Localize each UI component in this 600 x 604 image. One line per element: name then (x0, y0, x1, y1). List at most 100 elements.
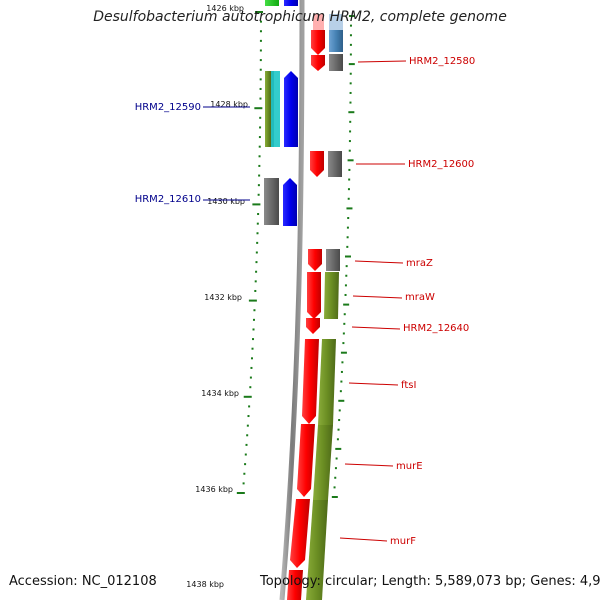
gene-reverse-arrow[interactable] (310, 151, 324, 177)
gene-label-right[interactable]: HRM2_12640 (403, 323, 469, 334)
ruler-minor-tick (334, 467, 337, 470)
gene-reverse-arrow[interactable] (308, 249, 322, 271)
scale-ticks (236, 11, 263, 494)
gene-cog-segment[interactable] (324, 272, 339, 319)
gene-reverse-arrow[interactable] (302, 339, 319, 424)
gene-cog-segment[interactable] (313, 425, 333, 500)
gene-reverse-arrow[interactable] (307, 272, 321, 319)
gene-cog-segment[interactable] (306, 500, 328, 600)
minor-tick (252, 328, 255, 331)
gene-reverse-faded[interactable] (313, 14, 324, 32)
ruler-minor-tick (334, 476, 337, 479)
gene-label-right[interactable]: HRM2_12580 (409, 56, 475, 67)
gene-reverse-arrow[interactable] (306, 318, 320, 334)
gene-label-left[interactable]: HRM2_12610 (135, 194, 201, 205)
gene-label-right[interactable]: ftsI (401, 380, 416, 391)
left-gene-labels: HRM2_12590 HRM2_12610 (135, 102, 250, 205)
gene-forward[interactable] (284, 0, 298, 6)
ruler-minor-tick (347, 217, 350, 220)
gene-cog-segment[interactable] (326, 249, 340, 271)
gene-reverse-arrow[interactable] (287, 570, 303, 600)
gene-label-right[interactable]: murE (396, 461, 423, 472)
ruler-minor-tick (336, 438, 339, 441)
gene-cog-segment[interactable] (274, 71, 280, 147)
gene-cog-segment[interactable] (265, 71, 271, 147)
scale-label: 1436 kbp (195, 485, 233, 494)
ruler-minor-tick (349, 130, 352, 133)
ruler-major-tick (348, 63, 355, 66)
minor-tick (250, 366, 253, 369)
ruler-major-tick (348, 111, 355, 114)
minor-tick (259, 20, 262, 23)
topology-text: Topology: circular; Length: 5,589,073 bp… (260, 574, 600, 589)
gene-forward-arrow[interactable] (283, 178, 297, 226)
minor-tick (255, 261, 258, 264)
gene-reverse-arrow[interactable] (290, 499, 310, 568)
label-leader-line (348, 382, 399, 386)
minor-tick (259, 39, 262, 42)
minor-tick (244, 463, 247, 466)
gene-label-right[interactable]: HRM2_12600 (408, 159, 474, 170)
major-tick (254, 11, 263, 13)
gene-forward-arrow[interactable] (284, 71, 298, 147)
right-ruler-ticks (331, 15, 355, 498)
minor-tick (256, 241, 259, 244)
gene-reverse-arrow[interactable] (311, 55, 325, 71)
ruler-minor-tick (343, 313, 346, 316)
gene-cog-segment[interactable] (328, 151, 342, 177)
gene-cog-segment[interactable] (265, 0, 279, 6)
left-gene-tracks (264, 0, 298, 226)
ruler-major-tick (340, 351, 347, 354)
ruler-minor-tick (343, 322, 346, 325)
ruler-minor-tick (346, 226, 349, 229)
minor-tick (243, 472, 246, 475)
label-leader-line (351, 326, 401, 330)
major-tick (243, 395, 252, 398)
gene-cog-segment[interactable] (264, 178, 279, 225)
minor-tick (245, 443, 248, 446)
gene-label-left[interactable]: HRM2_12590 (135, 102, 201, 113)
ruler-minor-tick (338, 409, 341, 412)
scale-label: 1426 kbp (206, 4, 244, 13)
gene-cog-segment[interactable] (329, 30, 343, 52)
minor-tick (254, 280, 257, 283)
ruler-minor-tick (338, 419, 341, 422)
ruler-minor-tick (349, 53, 352, 56)
gene-label-right[interactable]: murF (390, 536, 416, 547)
gene-reverse-arrow[interactable] (297, 424, 315, 497)
ruler-minor-tick (340, 380, 343, 383)
minor-tick (254, 289, 257, 292)
gene-cog-segment[interactable] (271, 71, 274, 147)
ruler-minor-tick (348, 168, 351, 171)
major-tick (252, 203, 261, 206)
ruler-major-tick (331, 496, 338, 498)
major-tick (236, 492, 245, 494)
ruler-minor-tick (344, 293, 347, 296)
genome-backbone (279, 0, 305, 601)
scale-label: 1432 kbp (204, 293, 242, 302)
ruler-minor-tick (348, 140, 351, 143)
gene-cog-segment[interactable] (329, 54, 343, 71)
ruler-major-tick (343, 303, 350, 306)
gene-reverse-arrow[interactable] (311, 30, 325, 55)
ruler-minor-tick (342, 342, 345, 345)
ruler-major-tick (338, 399, 345, 402)
gene-cog-segment[interactable] (318, 339, 336, 425)
minor-tick (259, 68, 262, 71)
ruler-minor-tick (345, 265, 348, 268)
ruler-minor-tick (349, 34, 352, 37)
ruler-minor-tick (349, 91, 352, 94)
ruler-major-tick (335, 447, 342, 450)
gene-cog-faded[interactable] (329, 14, 343, 32)
ruler-minor-tick (341, 361, 344, 364)
minor-tick (257, 213, 260, 216)
minor-tick (259, 126, 262, 129)
gene-label-right[interactable]: mraW (405, 292, 435, 303)
minor-tick (258, 155, 261, 158)
ruler-minor-tick (349, 82, 352, 85)
gene-label-right[interactable]: mraZ (406, 258, 433, 269)
major-tick (248, 299, 257, 302)
ruler-minor-tick (342, 332, 345, 335)
